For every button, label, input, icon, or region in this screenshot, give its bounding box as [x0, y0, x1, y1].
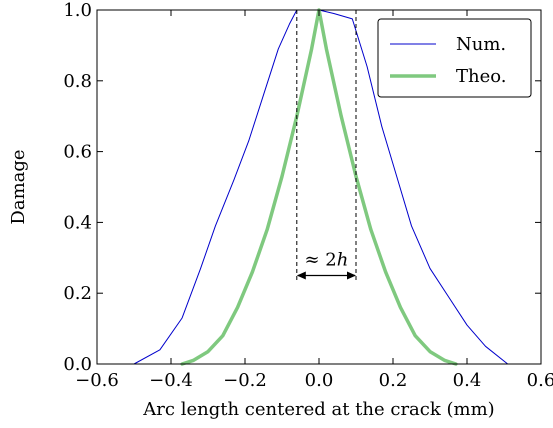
legend-label-theo: Theo.: [456, 66, 507, 87]
width-label-var: h: [337, 250, 349, 271]
legend: Num. Theo.: [377, 18, 532, 98]
x-tick-label: 0.6: [527, 370, 553, 391]
y-tick-label: 0.8: [63, 71, 92, 92]
y-tick-label: 0.2: [63, 283, 92, 304]
x-tick-label: −0.4: [149, 370, 193, 391]
y-axis-label: Damage: [8, 149, 29, 224]
x-tick-label: 0.2: [379, 370, 408, 391]
legend-box: [377, 18, 532, 98]
width-arrow-head-left: [296, 271, 306, 280]
x-tick-label: 0.4: [453, 370, 482, 391]
y-tick-label: 0.0: [63, 354, 92, 375]
y-tick-label: 1.0: [63, 0, 92, 21]
x-axis-label: Arc length centered at the crack (mm): [142, 399, 494, 420]
y-tick-label: 0.4: [63, 212, 92, 233]
width-arrow-head-right: [347, 271, 356, 280]
x-tick-label: −0.2: [223, 370, 267, 391]
legend-label-num: Num.: [456, 34, 506, 55]
width-label-prefix: ≈ 2: [304, 250, 336, 271]
width-annotation: ≈ 2h: [296, 10, 357, 283]
width-label: ≈ 2h: [304, 250, 348, 271]
x-tick-label: −0.6: [75, 370, 119, 391]
y-tick-label: 0.6: [63, 142, 92, 163]
axis-ticks: −0.6 −0.4 −0.2 0.0 0.2 0.4 0.6 0.0 0.2 0.4 0.6 0.8 1…: [63, 0, 553, 391]
x-tick-label: 0.0: [305, 370, 334, 391]
